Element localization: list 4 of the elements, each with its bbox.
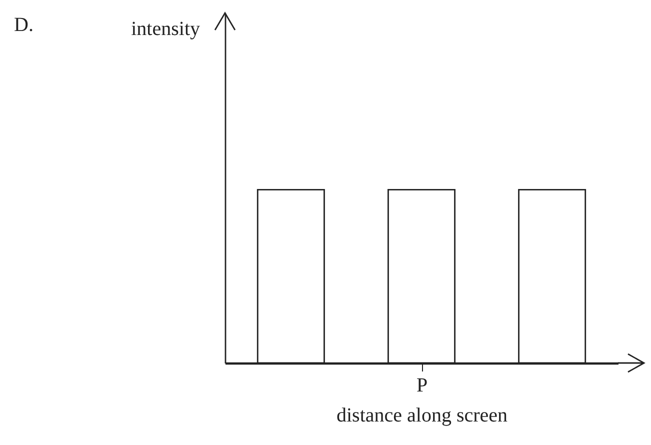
text: intensity <box>131 18 200 40</box>
text: D. <box>14 14 34 36</box>
x-axis-title: distance along screen <box>336 404 508 426</box>
x-tick-label: P <box>416 374 428 396</box>
